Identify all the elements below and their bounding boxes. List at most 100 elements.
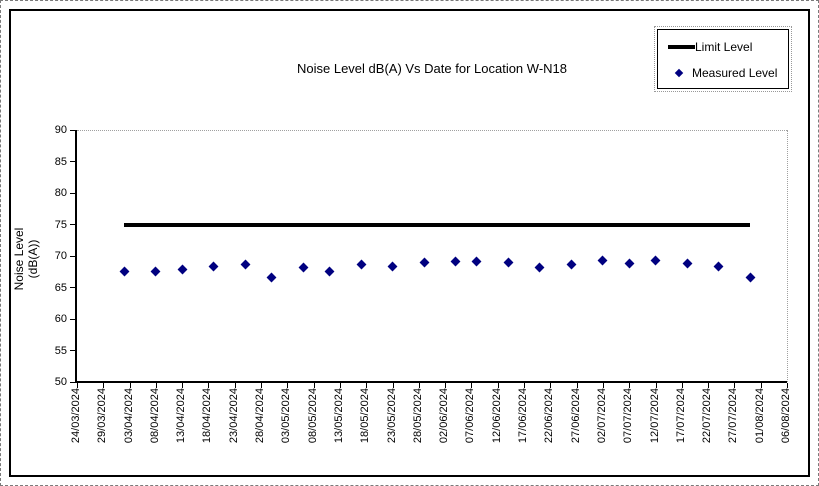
legend: Limit Level Measured Level [654, 26, 792, 92]
y-tick-label: 75 [54, 218, 67, 231]
y-tick-label: 55 [54, 344, 67, 357]
x-tick-label: 13/04/2024 [175, 388, 188, 444]
x-tick-label: 07/06/2024 [464, 388, 477, 444]
x-tick-label: 01/08/2024 [753, 388, 766, 444]
x-tick-mark [208, 383, 210, 388]
x-tick-mark [418, 383, 420, 388]
y-tick-label: 50 [54, 376, 67, 388]
chart-border [9, 9, 810, 477]
x-tick-label: 08/04/2024 [148, 388, 161, 444]
y-tick-label: 85 [54, 155, 67, 168]
x-tick-label: 29/03/2024 [96, 388, 109, 444]
y-axis-line [75, 130, 77, 382]
measured-point [150, 266, 161, 277]
legend-label-limit: Limit Level [695, 40, 753, 54]
y-tick-mark [70, 287, 75, 288]
x-tick-mark [629, 383, 631, 388]
x-tick-mark [313, 383, 315, 388]
measured-point [240, 259, 251, 270]
x-tick-mark [445, 383, 447, 388]
measured-point [177, 264, 188, 275]
x-tick-mark [129, 383, 131, 388]
measured-point [298, 262, 309, 273]
measured-point [324, 266, 335, 277]
x-tick-label: 12/07/2024 [648, 388, 661, 444]
x-axis-line [75, 381, 787, 383]
x-tick-mark [392, 383, 394, 388]
x-tick-label: 28/04/2024 [254, 388, 267, 444]
x-tick-mark [681, 383, 683, 388]
x-tick-mark [339, 383, 341, 388]
measured-point [387, 261, 398, 272]
measured-point [419, 257, 430, 268]
y-tick-mark [70, 381, 75, 383]
measured-point [356, 259, 366, 270]
legend-entry-limit: Limit Level [668, 40, 786, 54]
limit-line-swatch-icon [668, 45, 695, 49]
measured-point [503, 257, 514, 268]
x-tick-mark [103, 383, 105, 388]
x-tick-label: 22/07/2024 [701, 388, 714, 444]
x-tick-label: 02/06/2024 [438, 388, 451, 444]
measured-point [119, 266, 130, 277]
x-tick-mark [287, 383, 289, 388]
x-tick-mark [471, 383, 473, 388]
legend-label-measured: Measured Level [692, 66, 778, 80]
measured-point [624, 258, 635, 269]
y-tick-label: 70 [54, 250, 67, 262]
y-tick-label: 65 [54, 281, 67, 294]
x-tick-label: 23/05/2024 [385, 388, 398, 444]
measured-point [208, 261, 219, 272]
x-tick-label: 18/04/2024 [201, 388, 214, 444]
measured-point [713, 261, 724, 272]
x-tick-mark [524, 383, 526, 388]
x-tick-mark [182, 383, 184, 388]
x-tick-mark [602, 383, 604, 388]
x-tick-mark [497, 383, 499, 388]
x-tick-mark [708, 383, 710, 388]
x-tick-label: 17/07/2024 [674, 388, 687, 444]
x-tick-label: 07/07/2024 [622, 388, 635, 444]
x-tick-label: 13/05/2024 [332, 388, 345, 444]
x-tick-label: 18/05/2024 [359, 388, 372, 444]
x-tick-label: 17/06/2024 [517, 388, 530, 444]
x-tick-mark [734, 383, 736, 388]
x-tick-mark [366, 383, 368, 388]
y-tick-label: 60 [54, 313, 67, 325]
y-tick-mark [70, 350, 75, 351]
x-tick-label: 08/05/2024 [306, 388, 319, 444]
x-tick-label: 03/05/2024 [280, 388, 293, 444]
x-tick-label: 02/07/2024 [595, 388, 608, 444]
chart-title: Noise Level dB(A) Vs Date for Location W… [297, 61, 567, 76]
plot-right-border [787, 130, 788, 382]
x-tick-label: 27/06/2024 [569, 388, 582, 444]
x-tick-label: 03/04/2024 [122, 388, 135, 444]
measured-point [745, 272, 756, 283]
measured-point [266, 272, 277, 283]
y-tick-mark [70, 224, 75, 225]
y-tick-label: 80 [54, 187, 67, 199]
measured-point [534, 263, 545, 273]
x-tick-label: 12/06/2024 [490, 388, 503, 444]
x-tick-label: 24/03/2024 [70, 388, 82, 444]
x-tick-mark [576, 383, 578, 388]
x-tick-mark [155, 383, 157, 388]
y-tick-label: 90 [54, 124, 67, 136]
y-tick-mark [70, 192, 75, 194]
measured-point [682, 258, 693, 269]
x-tick-mark [261, 383, 263, 388]
y-tick-mark [70, 318, 75, 320]
measured-point [566, 259, 577, 270]
plot-top-border [77, 130, 787, 131]
x-tick-mark [234, 383, 236, 388]
measured-point [471, 256, 482, 266]
y-tick-mark [70, 255, 75, 257]
x-tick-label: 28/05/2024 [411, 388, 424, 444]
measured-point [597, 255, 608, 266]
limit-level-line [124, 222, 751, 227]
x-tick-mark [77, 383, 78, 388]
measured-point [650, 255, 661, 266]
x-tick-mark [760, 383, 762, 388]
